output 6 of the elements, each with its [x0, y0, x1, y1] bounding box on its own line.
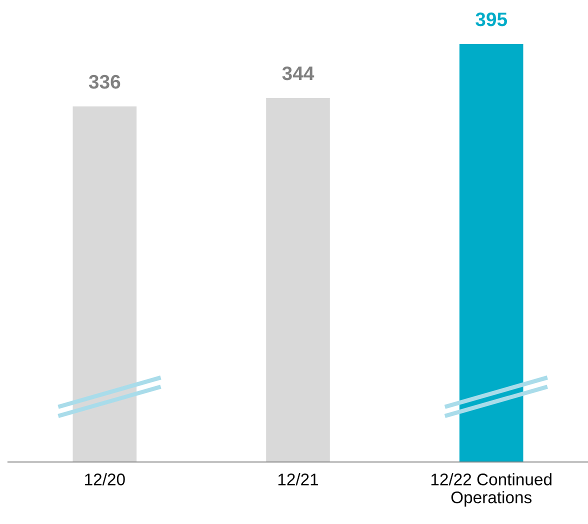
- x-tick-label: 12/22 Continued Operations: [431, 473, 552, 507]
- x-tick-label: 12/21: [278, 473, 318, 486]
- x-tick-label: 12/20: [85, 473, 125, 486]
- data-label: 336: [88, 74, 120, 89]
- data-label: 344: [282, 66, 314, 80]
- data-label: 395: [476, 12, 508, 26]
